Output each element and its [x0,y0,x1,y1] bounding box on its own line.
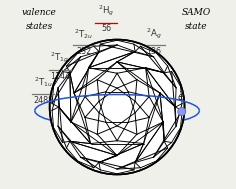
Text: 1144: 1144 [50,72,70,81]
Text: $^{2}$A$_{g}$: $^{2}$A$_{g}$ [146,26,162,40]
Text: 232: 232 [76,47,91,56]
Text: states: states [26,22,53,31]
Circle shape [178,108,186,116]
Text: $^{2}$T$_{2u}$: $^{2}$T$_{2u}$ [74,27,93,40]
Text: valence: valence [22,8,57,17]
Text: $\bar{e}$: $\bar{e}$ [177,91,185,103]
Circle shape [50,40,185,174]
Text: 2488: 2488 [33,96,53,105]
Text: $^{2}$T$_{1g}$: $^{2}$T$_{1g}$ [50,51,69,65]
Text: state: state [185,22,208,31]
Text: SAMO: SAMO [182,8,211,17]
Text: $^{2}$H$_{g}$: $^{2}$H$_{g}$ [98,4,114,18]
Text: 56: 56 [101,24,111,33]
Text: 136: 136 [147,47,161,56]
Text: $^{2}$T$_{1u}$: $^{2}$T$_{1u}$ [34,76,53,89]
